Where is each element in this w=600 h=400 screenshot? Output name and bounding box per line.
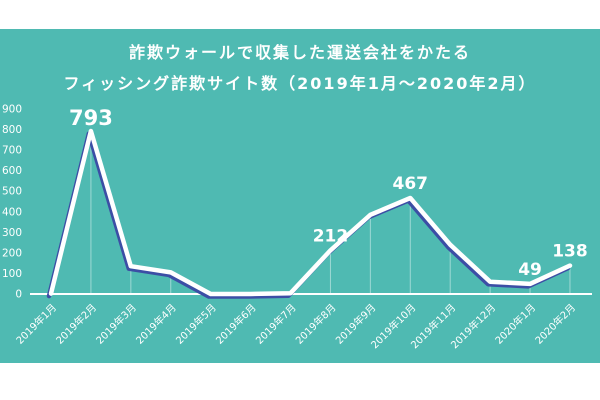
y-axis-tick-label: 500 [2,186,22,198]
y-axis-tick-label: 700 [2,145,22,157]
y-axis-tick-label: 600 [2,165,22,177]
line-chart: 0 100 200 300 400 500 600 700 800 900 793 212 467 49 1… [2,103,592,351]
y-axis-tick-label: 0 [15,289,22,301]
y-axis-tick-label: 100 [2,268,22,280]
x-axis-tick-label: 2019年9月 [333,301,379,347]
x-axis-tick-label: 2019年1月 [13,301,59,347]
y-axis-tick-label: 300 [2,227,22,239]
data-point-label: 49 [518,260,542,280]
chart-title-line2: フィッシング詐欺サイト数（2019年1月～2020年2月） [63,74,537,93]
x-axis-tick-label: 2019年7月 [253,301,299,347]
y-axis-tick-label: 200 [2,247,22,259]
chart-panel: 詐欺ウォールで収集した運送会社をかたる フィッシング詐欺サイト数（2019年1月… [0,29,600,363]
x-axis-tick-label: 2019年8月 [293,301,339,347]
x-axis-tick-label: 2019年5月 [173,301,219,347]
data-point-label: 138 [552,242,588,262]
chart-title: 詐欺ウォールで収集した運送会社をかたる フィッシング詐欺サイト数（2019年1月… [0,37,600,99]
x-axis-tick-label: 2019年2月 [53,301,99,347]
x-axis-tick-label: 2020年2月 [532,301,578,347]
series-line [48,128,573,297]
y-axis-tick-label: 800 [2,124,22,136]
data-point-label: 793 [69,106,113,130]
x-axis-tick-label: 2019年4月 [133,301,179,347]
x-axis-tick-label: 2020年1月 [492,301,538,347]
x-axis-tick-label: 2019年6月 [213,301,259,347]
y-axis-tick-label: 900 [2,103,22,115]
x-axis-tick-label: 2019年3月 [93,301,139,347]
data-point-label: 212 [313,226,349,246]
data-point-label: 467 [393,174,429,194]
chart-title-line1: 詐欺ウォールで収集した運送会社をかたる [128,43,471,62]
y-axis-tick-label: 400 [2,206,22,218]
